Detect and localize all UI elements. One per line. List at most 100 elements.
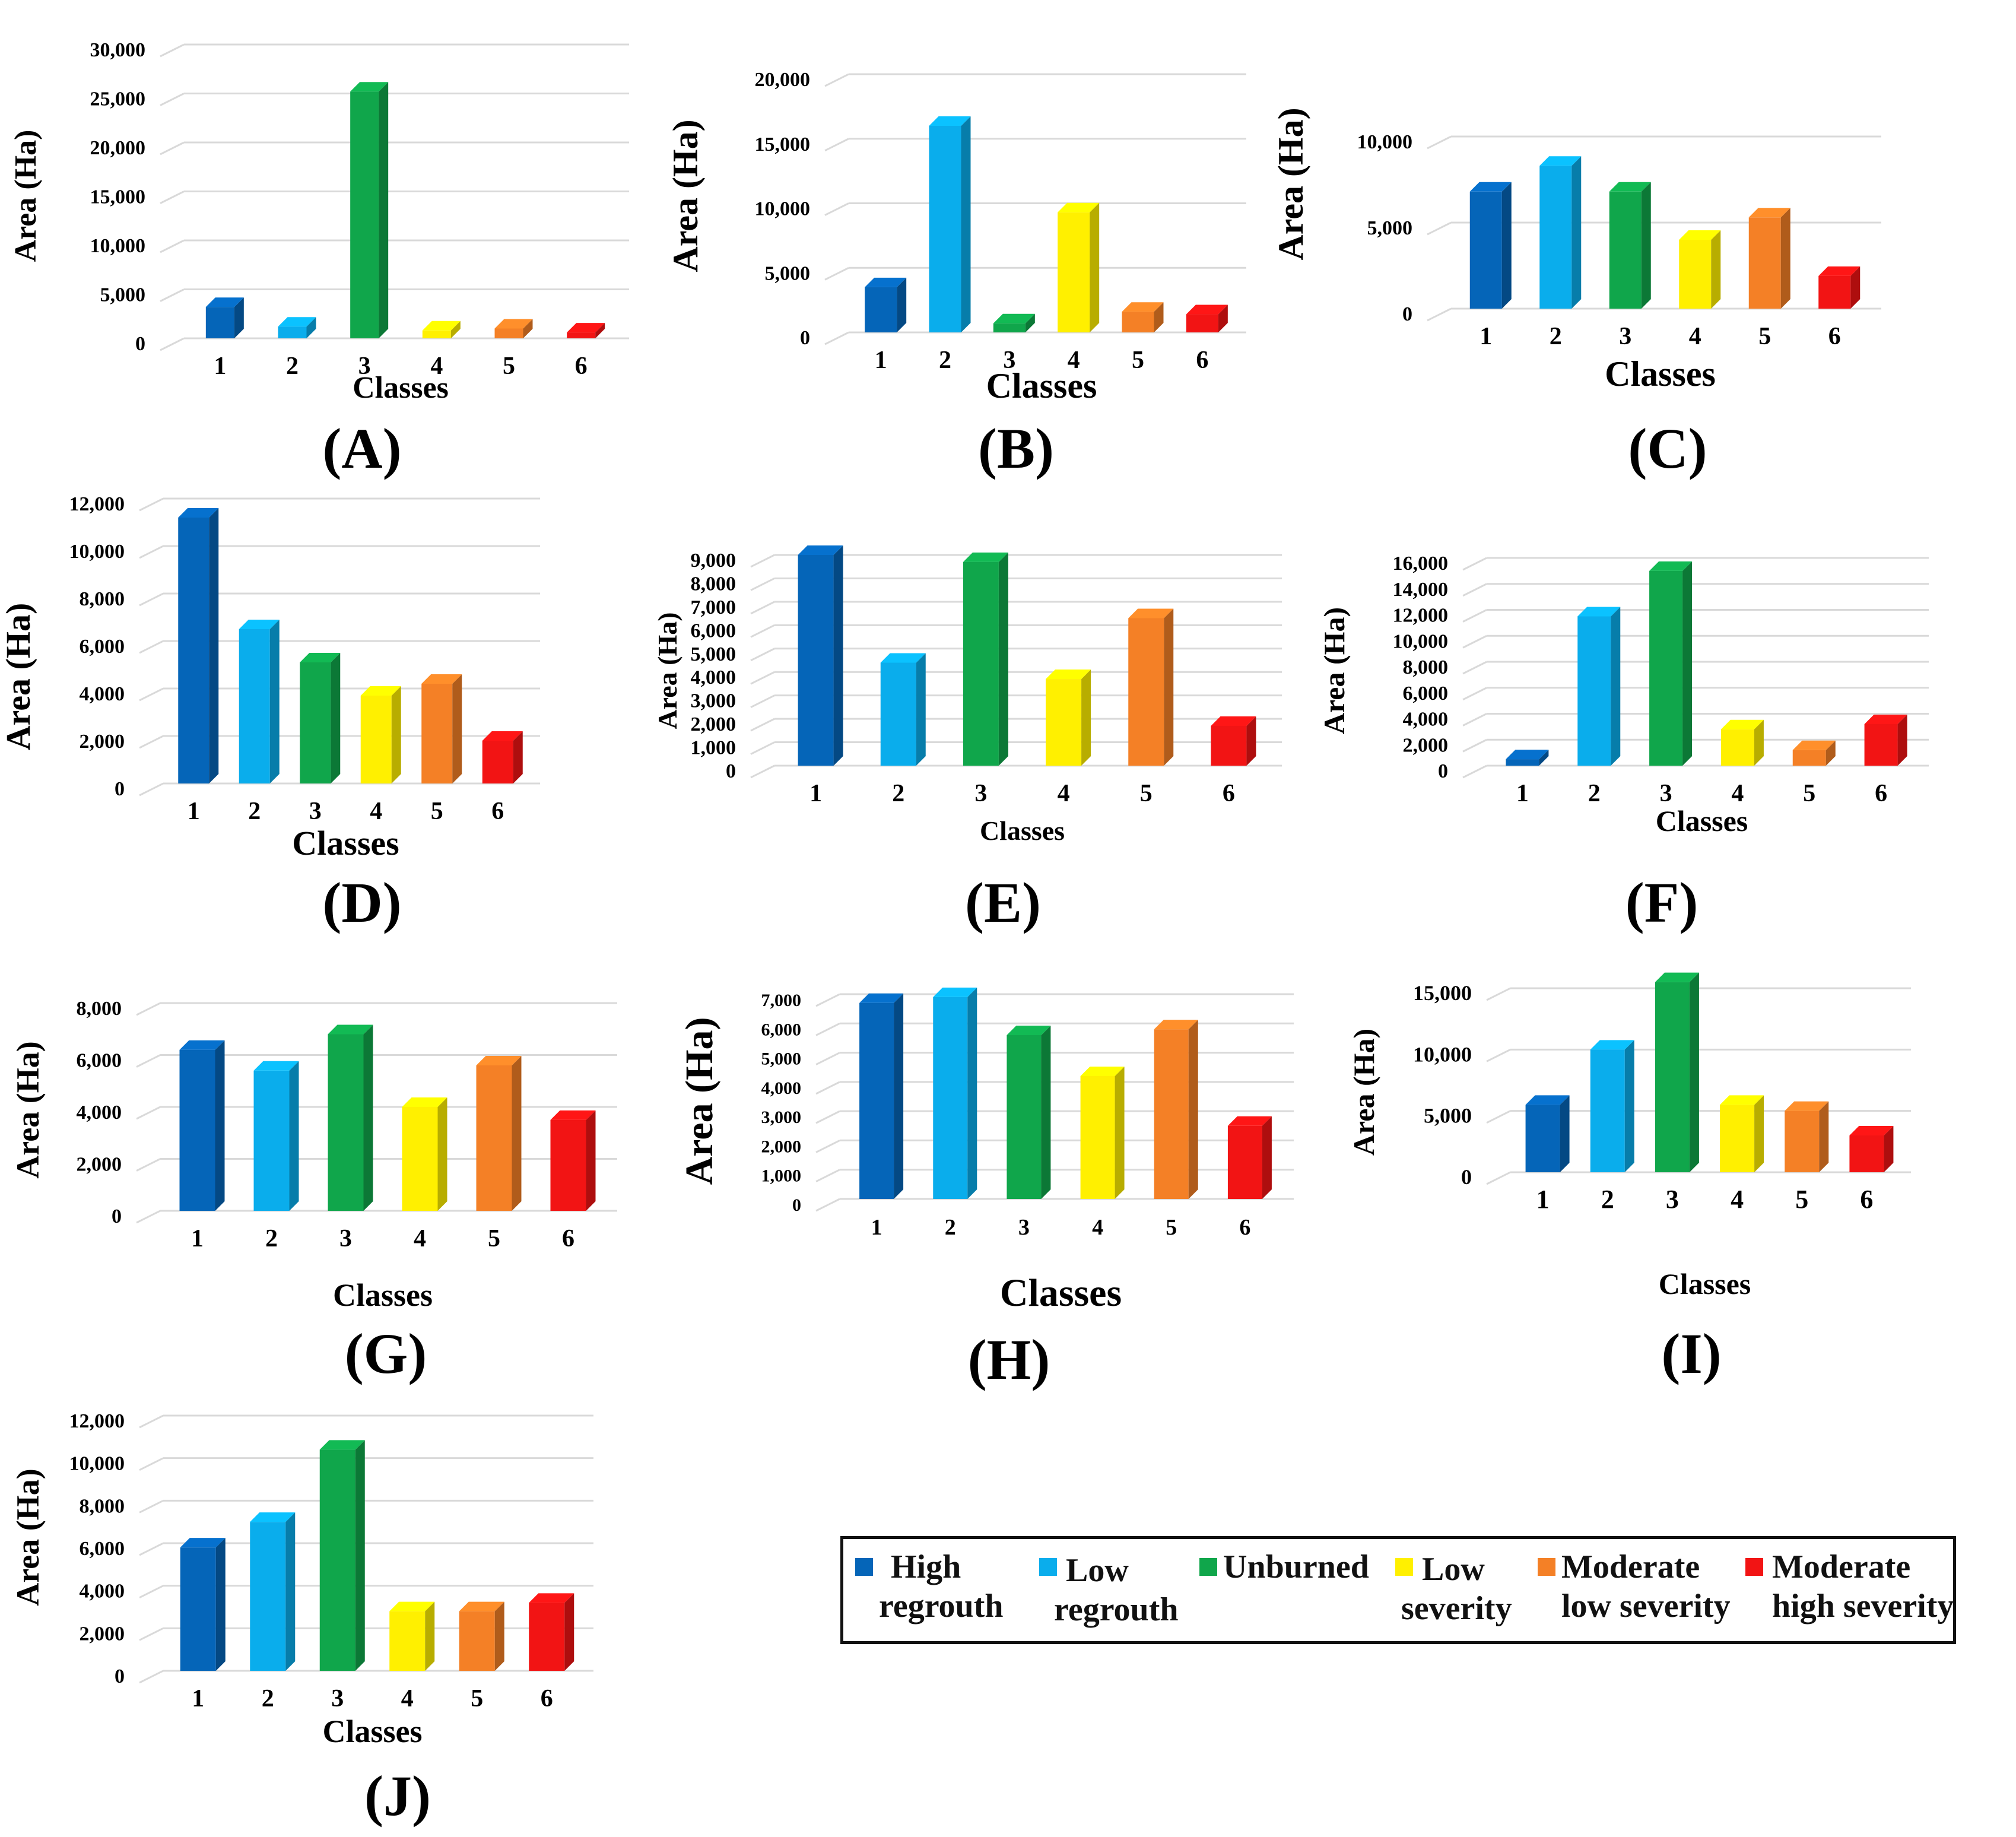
bar-side <box>331 653 341 783</box>
y-axis-title: Area (Ha) <box>652 612 682 729</box>
y-tick-label: 0 <box>800 327 810 349</box>
x-axis-title: Classes <box>1659 1267 1751 1300</box>
x-tick-label: 4 <box>414 1225 426 1252</box>
bar-side <box>1897 715 1907 766</box>
x-tick-label: 3 <box>1018 1215 1030 1240</box>
panel-label-a: (A) <box>322 417 402 480</box>
bar-top <box>328 1024 373 1035</box>
gridline-diagonal <box>136 1054 161 1068</box>
bar-front <box>550 1119 586 1211</box>
gridline-diagonal <box>824 138 849 152</box>
y-tick-label: 12,000 <box>1393 605 1449 627</box>
y-axis-title: Area (Ha) <box>1347 1029 1380 1156</box>
bar-front <box>1211 725 1247 766</box>
bar-front <box>1679 240 1712 309</box>
bar-top <box>1227 1116 1272 1126</box>
bar-top <box>929 116 971 126</box>
bar-front <box>1058 212 1090 332</box>
panel-label-e: (E) <box>965 871 1041 934</box>
bar-side <box>564 1593 574 1671</box>
bar-top <box>1679 230 1721 240</box>
bar-side <box>1560 1095 1570 1172</box>
bar-class-1 <box>1469 182 1512 309</box>
x-tick-label: 6 <box>1875 780 1887 807</box>
gridline-diagonal <box>1427 307 1452 322</box>
gridline-diagonal <box>136 1210 161 1224</box>
panel-label-f: (F) <box>1625 871 1698 934</box>
bar-side <box>1164 608 1174 766</box>
x-axis-title: Classes <box>292 824 399 862</box>
gridlines <box>1486 987 1911 1185</box>
y-tick-label: 6,000 <box>80 1538 125 1560</box>
x-tick-label: 4 <box>401 1685 414 1712</box>
bar-front <box>180 1547 216 1671</box>
legend-label-line2: high severity <box>1772 1588 1954 1625</box>
bar-side <box>1754 719 1764 766</box>
bar-front <box>1128 618 1164 766</box>
x-tick-label: 4 <box>1731 780 1744 807</box>
x-tick-label: 4 <box>430 353 443 380</box>
gridline-diagonal <box>1486 987 1511 1001</box>
bar-front <box>1122 312 1154 332</box>
y-tick-label: 6,000 <box>1403 683 1449 705</box>
bar-side <box>306 317 316 338</box>
bar-front <box>389 1611 426 1671</box>
chart-panel-h: 0 1,000 2,000 3,000 4,000 5,000 6,000 7,000 1 2 3 4… <box>653 950 1294 1401</box>
bar-class-5 <box>1154 1020 1198 1199</box>
bar-class-4 <box>422 321 461 338</box>
y-tick-label: 7,000 <box>761 991 802 1010</box>
gridlines <box>1462 557 1929 779</box>
bar-top <box>300 653 341 662</box>
gridlines <box>824 73 1246 345</box>
bar-front <box>567 332 596 338</box>
bar-front <box>250 1522 286 1671</box>
bar-front <box>1227 1125 1262 1199</box>
chart-panel-f: 0 2,000 4,000 6,000 8,000 10,000 12,000 14,000 1… <box>1294 475 2012 938</box>
bar-class-5 <box>1128 608 1174 766</box>
bar-side <box>1246 716 1256 766</box>
gridline-diagonal <box>136 1002 161 1016</box>
bar-top <box>482 731 523 741</box>
bar-chart-i: 0 5,000 10,000 15,000 1 2 3 4 5 6 Area (Ha) Classes <box>1347 972 1911 1300</box>
y-tick-label: 15,000 <box>755 134 811 156</box>
legend-label-line1: Unburned <box>1223 1549 1369 1585</box>
bar-class-6 <box>529 1593 574 1671</box>
x-tick-label: 3 <box>974 780 987 807</box>
bar-class-1 <box>180 1538 226 1671</box>
bar-side <box>1682 561 1693 766</box>
y-tick-label: 14,000 <box>1393 579 1449 601</box>
bar-class-2 <box>1539 156 1582 309</box>
gridline-diagonal <box>1427 135 1452 150</box>
chart-panel-a: 0 5,000 10,000 15,000 20,000 25,000 30,000 1 2 3 4… <box>0 0 653 480</box>
bar-front <box>1186 314 1218 332</box>
y-tick-label: 6,000 <box>77 1050 122 1072</box>
gridline-diagonal <box>136 1158 161 1172</box>
bar-front <box>1469 191 1502 309</box>
legend-label-line1: Low <box>1422 1551 1485 1588</box>
bar-side <box>1262 1116 1272 1199</box>
gridlines <box>750 554 1282 779</box>
bar-front <box>1649 570 1683 766</box>
x-tick-label: 2 <box>892 780 904 807</box>
x-tick-label: 2 <box>1588 780 1601 807</box>
x-tick-label: 3 <box>339 1225 352 1252</box>
gridline-diagonal <box>750 671 775 685</box>
gridline-diagonal <box>139 735 164 749</box>
bar-class-6 <box>482 731 523 783</box>
bar-top <box>1748 208 1790 218</box>
bar-class-6 <box>1211 716 1256 766</box>
x-tick-label: 6 <box>1239 1215 1250 1240</box>
bar-class-3 <box>993 313 1035 332</box>
bar-top <box>476 1056 522 1065</box>
bar-class-1 <box>1525 1095 1570 1172</box>
bar-front <box>360 696 392 783</box>
bar-class-5 <box>1785 1101 1829 1172</box>
legend-label-line1: Low <box>1066 1552 1129 1589</box>
x-tick-label: 5 <box>431 798 443 825</box>
bar-top <box>798 545 843 555</box>
bar-side <box>1571 156 1582 309</box>
bar-side <box>894 993 904 1199</box>
x-tick-label: 1 <box>809 780 822 807</box>
bar-class-1 <box>1506 750 1549 766</box>
bar-side <box>209 508 219 783</box>
